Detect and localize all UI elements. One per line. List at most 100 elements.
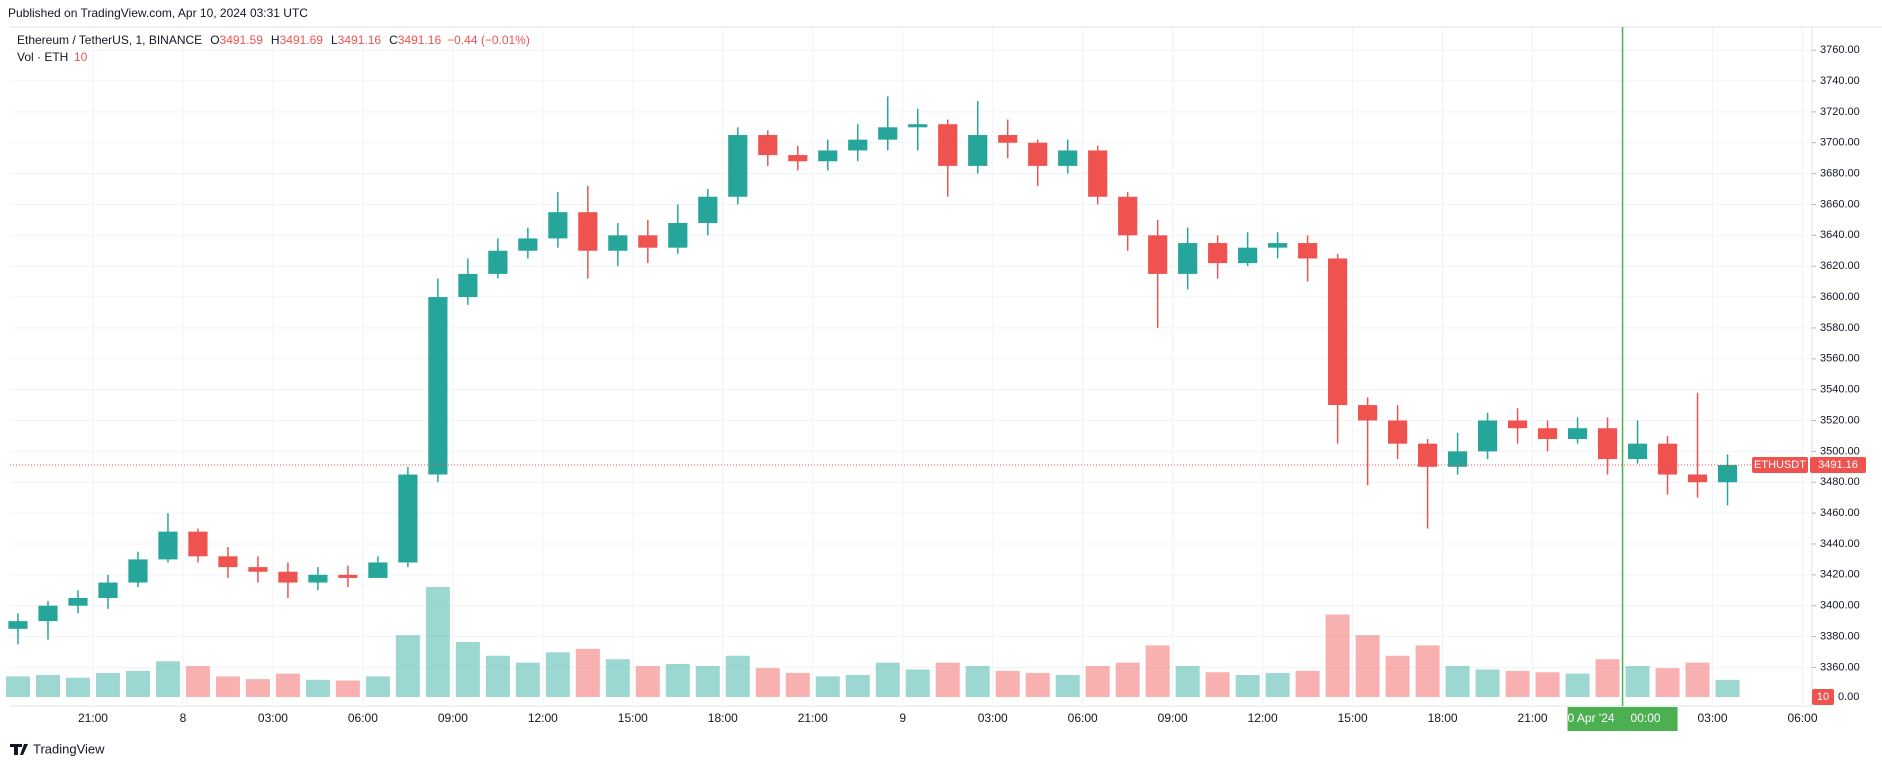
candle-body <box>1388 420 1408 444</box>
volume-bar <box>1205 672 1230 697</box>
volume-bar <box>455 642 480 697</box>
volume-bar <box>1085 666 1110 697</box>
candle-body <box>1358 405 1378 421</box>
candle-body <box>518 238 538 251</box>
x-tick-label: 03:00 <box>1698 711 1728 725</box>
candle-body <box>38 605 58 622</box>
candle-body <box>878 127 898 140</box>
candle-body <box>128 559 148 583</box>
candle-body <box>248 567 268 572</box>
volume-bar <box>785 672 810 697</box>
crosshair-time: 00:00 <box>1631 711 1661 725</box>
brand: TradingView <box>33 741 105 756</box>
candle-body <box>608 235 628 251</box>
x-tick-label: 12:00 <box>1248 711 1278 725</box>
symbol: Ethereum / TetherUS, 1, BINANCE <box>17 33 202 47</box>
x-tick-label: 21:00 <box>1518 711 1548 725</box>
y-tick-label: 3640.00 <box>1820 229 1860 241</box>
candle-body <box>1418 443 1438 467</box>
x-tick-label: 9 <box>899 711 906 725</box>
legend-row: Ethereum / TetherUS, 1, BINANCE O3491.59 H… <box>17 33 530 47</box>
volume-last-label: 10 <box>1817 691 1829 703</box>
volume-bar <box>1025 672 1050 697</box>
candle-body <box>368 562 388 578</box>
y-tick-label: 3480.00 <box>1820 476 1860 488</box>
candle-layer <box>8 96 1738 645</box>
volume-bar <box>635 666 660 697</box>
volume-bar <box>1445 666 1470 697</box>
volume-bar <box>65 677 90 697</box>
candle-body <box>278 571 298 583</box>
volume-layer <box>6 587 1740 697</box>
candle-body <box>1148 235 1168 274</box>
y-tick-label: 3760.00 <box>1820 44 1860 56</box>
y-tick-label: 3520.00 <box>1820 414 1860 426</box>
volume-bar <box>1295 670 1320 697</box>
volume-bar <box>485 655 510 697</box>
candle-body <box>188 531 208 557</box>
volume-bar <box>215 676 240 697</box>
y-tick-label: 3680.00 <box>1820 168 1860 180</box>
x-tick-label: 15:00 <box>618 711 648 725</box>
candle-body <box>1448 451 1468 467</box>
legend: Ethereum / TetherUS, 1, BINANCE O3491.59 H… <box>17 33 530 64</box>
candle-body <box>788 155 808 162</box>
candle-body <box>428 297 448 475</box>
candle-body <box>1657 443 1678 475</box>
volume-bar <box>515 662 540 697</box>
volume-bar <box>185 666 210 697</box>
candle-body <box>578 212 598 251</box>
x-tick-label: 06:00 <box>348 711 378 725</box>
volume-bar <box>425 587 450 697</box>
volume-bar <box>1715 679 1740 697</box>
crosshair-box <box>1567 707 1678 731</box>
candle-body <box>68 597 88 606</box>
volume-bar <box>1055 675 1080 697</box>
grid: 3360.00 3380.00 3400.00 3420.00 3440.00 3460.… <box>10 27 1860 725</box>
candle-body <box>1178 243 1198 274</box>
volume-bar <box>725 655 750 697</box>
y-tick-label: 3660.00 <box>1820 198 1860 210</box>
volume-bar <box>965 666 990 697</box>
volume-bar <box>995 670 1020 697</box>
volume-bar <box>125 670 150 697</box>
volume-bar <box>245 679 270 697</box>
volume-bar <box>1235 675 1260 697</box>
volume-bar <box>395 635 420 697</box>
volume-bar <box>1175 666 1200 697</box>
volume-bar <box>1265 672 1290 697</box>
candle-body <box>668 222 688 248</box>
price-value-box <box>1810 457 1866 474</box>
candle-body <box>908 124 928 128</box>
candle-body <box>1118 196 1138 236</box>
volume-bar <box>1415 645 1440 697</box>
candle-body <box>218 556 238 568</box>
y-tick-label: 3700.00 <box>1820 137 1860 149</box>
x-tick-label: 8 <box>180 711 187 725</box>
candle-body <box>398 474 418 563</box>
volume-bar <box>1685 662 1710 697</box>
brand-logo <box>10 744 28 755</box>
price-name-box <box>1752 457 1808 474</box>
candle-body <box>1687 474 1708 483</box>
candle-body <box>8 621 28 629</box>
volume-axis-label: 0.00 <box>1838 691 1859 703</box>
candle-body <box>1597 428 1618 460</box>
change: −0.44 (−0.01%) <box>447 33 530 47</box>
overlay: ETHUSDT 3491.16 10 0.00 10 Apr '24 00:00 <box>10 27 1866 731</box>
volume-bar <box>1355 635 1380 697</box>
candle-body <box>728 135 748 197</box>
ohlc-value: 3491.16 <box>338 33 382 47</box>
volume-bar <box>1565 673 1590 697</box>
x-tick-label: 21:00 <box>798 711 828 725</box>
candle-body <box>98 582 118 598</box>
candle-body <box>1208 243 1228 264</box>
candle-body <box>1028 142 1048 166</box>
volume-bar <box>1385 655 1410 697</box>
volume-bar <box>6 676 30 697</box>
y-tick-label: 3440.00 <box>1820 538 1860 550</box>
volume-bar <box>365 676 390 697</box>
candle-body <box>1088 150 1108 197</box>
volume-bar <box>935 662 960 697</box>
